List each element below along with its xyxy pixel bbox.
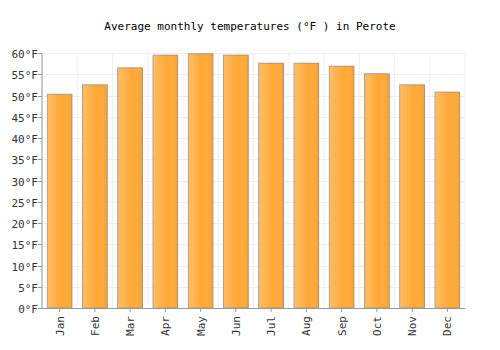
x-tick (59, 308, 60, 312)
y-tick (38, 159, 42, 160)
y-tick-label: 15°F (12, 239, 39, 252)
bar (118, 68, 143, 308)
x-tick-label: Mar (124, 316, 137, 336)
bar-shade (400, 85, 425, 308)
bar (47, 94, 72, 308)
y-tick (38, 181, 42, 182)
grid-line-x (77, 53, 78, 308)
grid-line-x (465, 53, 466, 308)
y-tick (38, 53, 42, 54)
x-tick-label: Nov (406, 316, 419, 336)
bar (224, 55, 249, 308)
x-tick (271, 308, 272, 312)
bars (47, 54, 459, 308)
x-tick-label: Aug (300, 316, 313, 336)
y-tick-label: 5°F (18, 282, 38, 295)
chart-svg: Average monthly temperatures (°F ) in Pe… (0, 0, 500, 350)
bar-shade (153, 55, 178, 308)
grid-line-x (359, 53, 360, 308)
bar (294, 63, 319, 308)
y-axis (42, 53, 43, 308)
bar (329, 66, 354, 308)
x-tick (165, 308, 166, 312)
x-tick-label: Jan (54, 316, 67, 336)
y-tick-label: 0°F (18, 303, 38, 316)
x-tick-label: Sep (336, 316, 349, 336)
x-tick-label: Jun (230, 316, 243, 336)
y-tick (38, 266, 42, 267)
grid-line (42, 53, 465, 54)
y-tick (38, 287, 42, 288)
grid-line-x (394, 53, 395, 308)
x-tick-label: Oct (371, 316, 384, 336)
bar-shade (435, 92, 460, 308)
x-tick-label: May (195, 316, 208, 336)
grid-line-x (324, 53, 325, 308)
y-tick-label: 50°F (12, 91, 39, 104)
grid-line (42, 308, 465, 309)
y-tick-label: 60°F (12, 48, 39, 61)
bar (83, 85, 108, 308)
grid-line-x (253, 53, 254, 308)
y-tick-label: 45°F (12, 112, 39, 125)
y-tick-label: 10°F (12, 261, 39, 274)
y-tick (38, 96, 42, 97)
y-tick-label: 40°F (12, 133, 39, 146)
grid-line-x (288, 53, 289, 308)
x-tick (306, 308, 307, 312)
grid-line-x (147, 53, 148, 308)
bar (153, 55, 178, 308)
x-tick-label: Feb (89, 316, 102, 336)
bar-shade (47, 94, 72, 308)
bar-shade (83, 85, 108, 308)
x-tick-label: Jul (265, 316, 278, 336)
y-tick (38, 223, 42, 224)
y-tick (38, 308, 42, 309)
y-tick-label: 55°F (12, 69, 39, 82)
y-tick (38, 117, 42, 118)
grid-line-x (112, 53, 113, 308)
bar (188, 54, 213, 308)
grid-line (42, 74, 465, 75)
x-tick-label: Dec (441, 316, 454, 336)
bar (259, 63, 284, 308)
bar-shade (118, 68, 143, 308)
y-tick (38, 244, 42, 245)
x-tick-label: Apr (159, 316, 172, 336)
x-tick (235, 308, 236, 312)
grid-line-x (42, 53, 43, 308)
bar (435, 92, 460, 308)
bar (400, 85, 425, 308)
grid-line-x (218, 53, 219, 308)
y-tick-label: 35°F (12, 154, 39, 167)
x-tick (94, 308, 95, 312)
title: Average monthly temperatures (°F ) in Pe… (104, 20, 395, 33)
bar-shade (294, 63, 319, 308)
x-tick (200, 308, 201, 312)
grid-line-x (429, 53, 430, 308)
x-tick (376, 308, 377, 312)
y-tick-label: 30°F (12, 176, 39, 189)
y-tick (38, 202, 42, 203)
y-tick (38, 138, 42, 139)
x-axis (42, 308, 465, 309)
bar-shade (188, 54, 213, 308)
bar (365, 74, 390, 308)
y-tick-label: 20°F (12, 218, 39, 231)
x-tick (412, 308, 413, 312)
x-tick (341, 308, 342, 312)
chart-container: Average monthly temperatures (°F ) in Pe… (0, 0, 500, 350)
grid-line-x (183, 53, 184, 308)
bar-shade (329, 66, 354, 308)
x-tick (447, 308, 448, 312)
bar-shade (259, 63, 284, 308)
y-tick-label: 25°F (12, 197, 39, 210)
bar-shade (365, 74, 390, 308)
x-tick (130, 308, 131, 312)
y-tick (38, 74, 42, 75)
bar-shade (224, 55, 249, 308)
